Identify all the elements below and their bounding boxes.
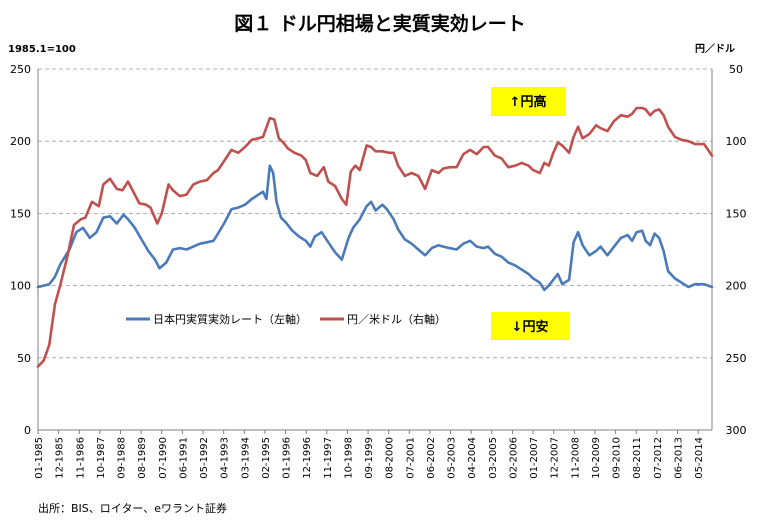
y-left-tick-label: 200 xyxy=(10,135,31,148)
y-right-tick-label: 150 xyxy=(726,207,747,220)
x-tick-label: 12-1996 xyxy=(302,437,313,479)
y-right-tick-label: 300 xyxy=(726,424,747,437)
annotation-yen-weak: ↓円安 xyxy=(491,312,570,340)
annotation-yen-strong-label: ↑円高 xyxy=(510,94,547,110)
x-tick-label: 04-2004 xyxy=(467,437,478,479)
annotation-yen-weak-label: ↓円安 xyxy=(512,319,549,335)
chart-legend: 日本円実質実効レート（左軸） 円／米ドル（右軸） xyxy=(126,312,446,326)
legend-label-reer: 日本円実質実効レート（左軸） xyxy=(153,312,307,326)
x-tick-label: 01-2007 xyxy=(529,437,540,479)
y-left-tick-label: 250 xyxy=(10,63,31,76)
y-left-tick-label: 150 xyxy=(10,207,31,220)
annotation-yen-strong: ↑円高 xyxy=(491,87,566,116)
left-axis-unit: 1985.1=100 xyxy=(8,44,76,55)
x-tick-label: 12-1985 xyxy=(55,437,66,479)
x-tick-label: 10-1987 xyxy=(96,437,107,479)
x-tick-label: 12-2007 xyxy=(550,437,561,479)
axis-layer: 0 50 100 150 200 250 50 100 150 200 250 300 01-1985 1… xyxy=(10,63,747,479)
x-tick-label: 11-1997 xyxy=(323,437,334,479)
x-tick-label: 07-1990 xyxy=(158,437,169,479)
y-left-tick-label: 100 xyxy=(10,280,31,293)
x-tick-label: 01-1996 xyxy=(282,437,293,479)
x-tick-label: 06-1991 xyxy=(178,437,189,479)
x-tick-label: 03-1994 xyxy=(240,437,251,479)
chart-title: 図１ ドル円相場と実質実効レート xyxy=(234,12,526,35)
x-tick-label: 03-2005 xyxy=(488,437,499,479)
grid-layer xyxy=(38,68,712,359)
x-tick-label: 09-2010 xyxy=(612,437,623,479)
x-tick-label: 07-2001 xyxy=(405,437,416,479)
x-tick-label: 11-1986 xyxy=(75,437,86,479)
y-right-tick-label: 200 xyxy=(726,280,747,293)
x-tick-label: 10-2009 xyxy=(591,437,602,479)
x-tick-label: 04-1993 xyxy=(220,437,231,479)
x-tick-label: 10-1998 xyxy=(343,437,354,479)
annotation-yen-weak-box xyxy=(491,312,570,340)
x-tick-label: 02-1995 xyxy=(261,437,272,479)
source-note: 出所：BIS、ロイター、eワラント証券 xyxy=(38,501,227,515)
y-right-tick-label: 100 xyxy=(726,135,747,148)
x-tick-label: 01-1985 xyxy=(34,437,45,479)
x-tick-label: 08-2011 xyxy=(632,437,643,479)
x-tick-label: 09-1999 xyxy=(364,437,375,479)
x-tick-label: 05-2003 xyxy=(447,437,458,479)
x-tick-label: 06-2013 xyxy=(673,437,684,479)
right-axis-unit: 円／ドル xyxy=(695,42,735,55)
y-left-tick-label: 50 xyxy=(17,352,31,365)
annotation-yen-strong-box xyxy=(491,87,566,116)
series-line-reer xyxy=(36,164,714,292)
x-tick-label: 08-2000 xyxy=(385,437,396,479)
y-right-tick-label: 250 xyxy=(726,352,747,365)
x-tick-label: 08-1989 xyxy=(137,437,148,479)
x-tick-label: 06-2002 xyxy=(426,437,437,479)
series-line-usdjpy xyxy=(36,106,714,368)
x-tick-label: 02-2006 xyxy=(508,437,519,479)
x-tick-label: 09-1988 xyxy=(117,437,128,479)
legend-label-usdjpy: 円／米ドル（右軸） xyxy=(347,312,446,326)
x-tick-label: 11-2008 xyxy=(570,437,581,479)
y-left-tick-label: 0 xyxy=(24,424,31,437)
series-layer xyxy=(36,106,714,368)
x-tick-label: 05-1992 xyxy=(199,437,210,479)
y-right-tick-label: 50 xyxy=(729,63,743,76)
x-tick-label: 07-2012 xyxy=(653,437,664,479)
x-tick-label: 05-2014 xyxy=(694,437,705,479)
